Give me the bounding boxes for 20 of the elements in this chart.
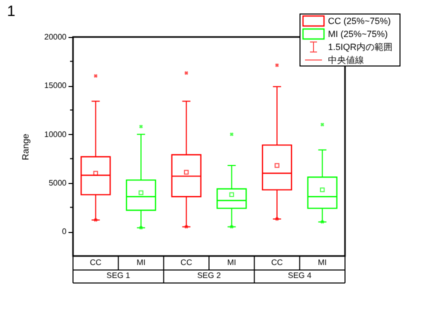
x-tick-label: MI: [318, 258, 327, 267]
annotation: 1.5IQR内の範囲: [328, 42, 393, 52]
x-tick-label: MI: [136, 258, 146, 267]
y-tick-label: 15000: [44, 81, 68, 90]
legend-label: MI (25%~75%): [328, 29, 388, 39]
y-axis-title: Range: [20, 134, 30, 160]
y-tick-label: 0: [62, 227, 68, 236]
y-tick-label: 20000: [44, 32, 68, 42]
x-tick-label: CC: [271, 258, 283, 267]
legend-label: CC (25%~75%): [328, 16, 391, 26]
y-tick-label: 10000: [44, 130, 68, 139]
text: SEG 1: [106, 271, 131, 280]
text: 1: [7, 3, 16, 20]
y-tick-label: 5000: [48, 178, 68, 188]
x-tick-label: CC: [90, 258, 102, 267]
x-tick-label: MI: [227, 258, 236, 267]
text: SEG 4: [288, 271, 312, 280]
text: SEG 2: [197, 271, 222, 280]
x-tick-label: CC: [180, 258, 192, 267]
annotation: 中央値線: [328, 55, 364, 65]
